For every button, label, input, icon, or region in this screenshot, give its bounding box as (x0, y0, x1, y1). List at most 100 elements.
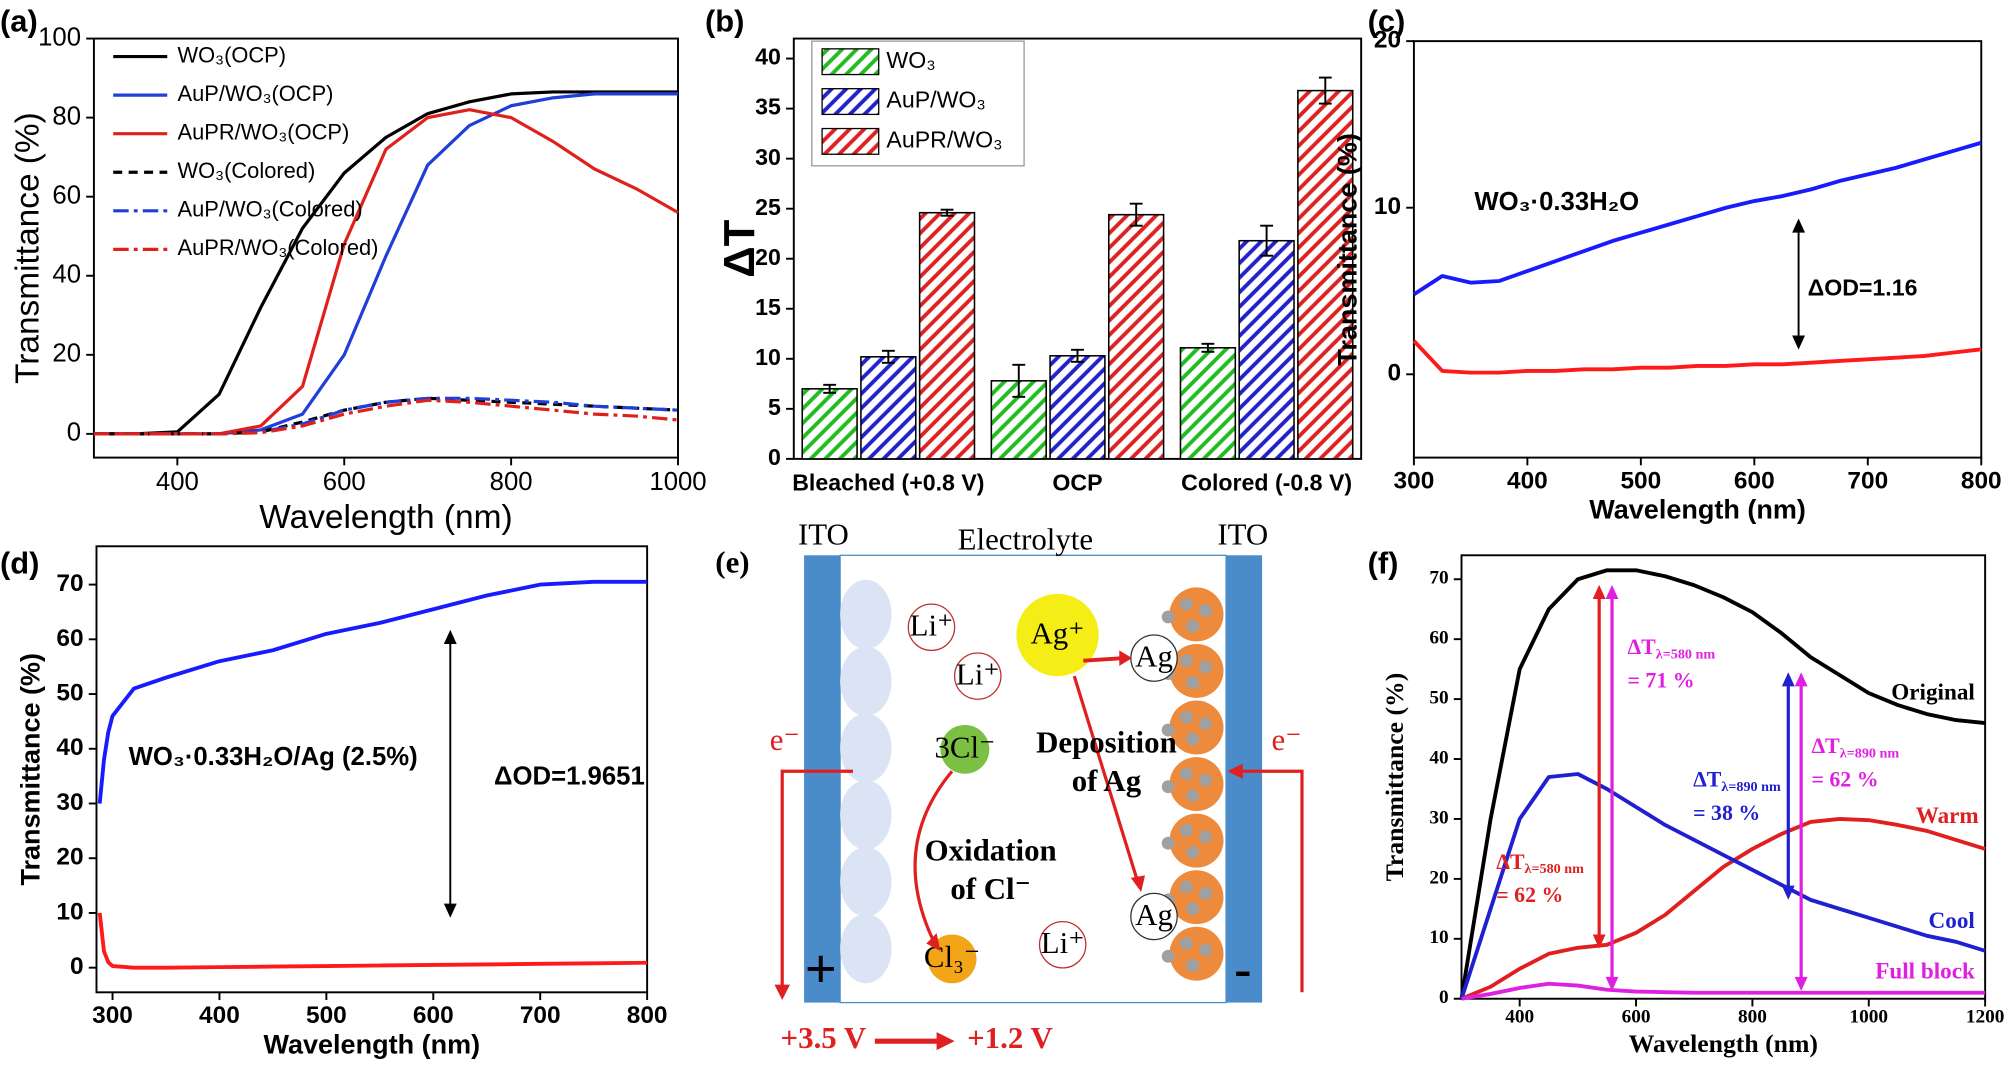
y-tick-label: 30 (56, 789, 83, 816)
plot-frame (1460, 554, 1987, 1000)
annotation-subscript: λ=580 nm (1656, 647, 1716, 663)
y-tick-label: 20 (1429, 867, 1448, 888)
ion-label: Li⁺ (910, 609, 954, 643)
x-tick-label: 500 (1620, 467, 1661, 494)
arrow-head (774, 984, 790, 1001)
process-label: of Cl⁻ (950, 872, 1031, 906)
ag-particle (1169, 587, 1224, 642)
ag-dot (1161, 780, 1175, 794)
y-axis-label: ΔT (715, 219, 764, 277)
process-label: Deposition (1036, 726, 1177, 760)
bar (1238, 239, 1295, 460)
ito-label: ITO (1217, 517, 1268, 551)
y-tick-label: 100 (38, 23, 81, 51)
x-tick-label: 800 (1961, 467, 2002, 494)
bar (860, 356, 917, 460)
arrow-head (1119, 650, 1133, 666)
ion-label: Li⁺ (1041, 926, 1085, 960)
arrow-head (1792, 335, 1806, 350)
annotation-value: = 38 % (1693, 801, 1760, 825)
y-tick-label: 60 (56, 625, 83, 652)
x-tick-label: Bleached (+0.8 V) (792, 470, 984, 496)
electrolyte-label: Electrolyte (958, 523, 1093, 557)
y-tick-label: 40 (52, 261, 81, 289)
panel-label: (b) (705, 3, 744, 38)
ag-dot (1199, 830, 1212, 844)
series-line (1459, 568, 1986, 1000)
chart-panel: (c) 0 10 20 300 400 500 600 700 800 Wavelength (nm… (1333, 3, 2002, 524)
polarity-label: - (1234, 941, 1251, 998)
annotation-text: ΔT (1627, 635, 1656, 659)
legend-label: AuPR/WO₃(Colored) (178, 235, 379, 260)
ion-circle (953, 652, 1002, 700)
chart-panel: (b) 0 5 10 15 20 25 30 35 40 ΔT Bleached (+0.8 V) OC… (705, 3, 1363, 496)
ag-particle (1169, 813, 1224, 868)
legend-label: AuPR/WO₃ (886, 127, 1002, 153)
y-tick-label: 35 (755, 94, 781, 120)
y-tick-label: 40 (755, 44, 781, 70)
y-tick-label: 10 (56, 898, 83, 925)
reaction-arrow (1083, 656, 1125, 663)
ag-particle (1169, 757, 1224, 812)
arrow-head (1592, 584, 1606, 599)
ag-dot (1179, 823, 1193, 837)
process-label: of Ag (1072, 764, 1142, 798)
arrow-head (443, 629, 457, 644)
annotation: WO₃·0.33H₂O (1474, 188, 1639, 216)
x-tick-label: 300 (1394, 467, 1435, 494)
bar (918, 211, 976, 460)
y-tick-label: 5 (768, 394, 781, 420)
annotation: ΔTλ=580 nm (1496, 850, 1584, 878)
panel-label: (a) (0, 3, 38, 38)
x-tick-label: 400 (1505, 1006, 1534, 1027)
series-label: Cool (1929, 908, 1976, 934)
x-tick-label: 800 (1738, 1006, 1767, 1027)
panel-label: (f) (1368, 546, 1399, 581)
y-tick-label: 80 (52, 102, 81, 130)
annotation-value: = 62 % (1496, 883, 1563, 907)
x-tick-label: 700 (520, 1002, 561, 1029)
x-tick-label: 600 (323, 468, 366, 496)
ag-dot (1199, 886, 1212, 900)
legend-label: AuP/WO₃(Colored) (178, 197, 363, 222)
x-tick-label: OCP (1052, 470, 1102, 496)
ag-ion-circle (1016, 593, 1099, 677)
y-tick-label: 0 (1387, 360, 1401, 387)
x-tick-label: 600 (1622, 1006, 1651, 1027)
x-tick-label: 1000 (649, 468, 706, 496)
ion-circle (907, 603, 956, 652)
x-axis-label: Wavelength (nm) (1629, 1029, 1818, 1058)
ag-dot (1186, 619, 1200, 633)
legend-label: AuPR/WO₃(OCP) (178, 119, 350, 144)
legend-label: AuP/WO₃(OCP) (178, 81, 334, 106)
plot-frame (1412, 40, 1983, 459)
ag-dot (1186, 845, 1200, 859)
y-axis-label: Transmittance (%) (1380, 673, 1409, 882)
reaction-arrow (1072, 675, 1139, 881)
polarity-label: + (805, 938, 837, 1000)
annotation-subscript: λ=890 nm (1721, 779, 1781, 795)
legend-label: WO₃(OCP) (178, 42, 287, 67)
arrow-head (1592, 934, 1606, 949)
ag-dot (1199, 604, 1212, 617)
voltage-label: +1.2 V (967, 1021, 1053, 1055)
y-tick-label: 60 (52, 181, 81, 209)
panel-label: (c) (1368, 3, 1406, 38)
x-tick-label: 400 (156, 468, 199, 496)
ion-circle (1038, 920, 1087, 969)
y-tick-label: 50 (1429, 688, 1448, 709)
chloride-label: 3Cl⁻ (934, 731, 995, 765)
bar (1107, 213, 1165, 460)
chart-panel: (d) 0 10 20 30 40 50 60 70 300 400 500 600 700 800 Wave… (0, 545, 668, 1059)
panel-label: (e) (715, 546, 749, 580)
arrow-head (1227, 763, 1243, 779)
x-tick-label: 600 (413, 1002, 454, 1029)
ag-ion-label: Ag⁺ (1031, 616, 1085, 650)
annotation-text: ΔT (1811, 734, 1840, 758)
legend-label: WO₃(Colored) (178, 158, 316, 183)
ag-dot (1179, 767, 1193, 781)
series-label: Full block (1875, 958, 1975, 984)
x-tick-label: 800 (627, 1002, 668, 1029)
y-tick-label: 20 (755, 244, 781, 270)
annotation: ΔTλ=890 nm (1693, 768, 1781, 796)
